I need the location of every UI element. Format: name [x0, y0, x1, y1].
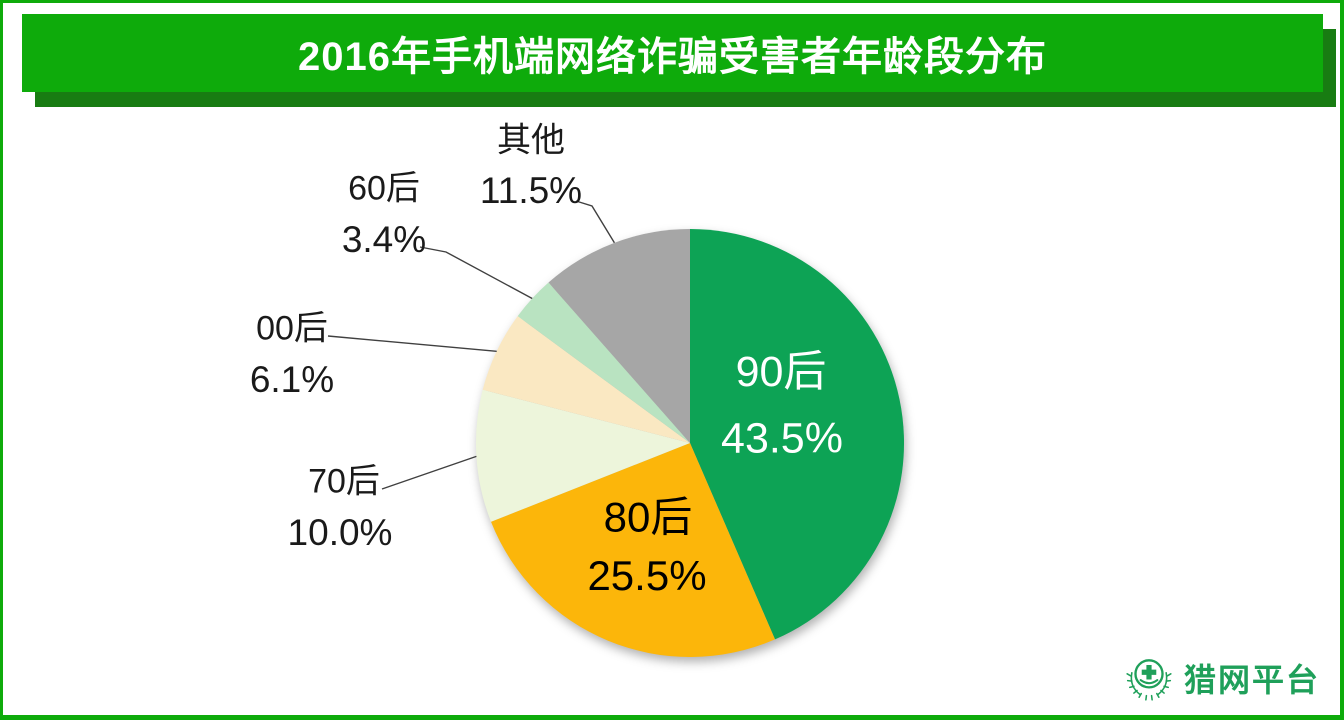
leader-line-post-00s	[327, 335, 497, 352]
slice-value-other: 11.5%	[479, 170, 583, 211]
pie-slice-post-80s	[491, 443, 775, 658]
leader-line-post-60s	[419, 246, 533, 300]
slice-value-post-70s: 10.0%	[287, 512, 393, 553]
slice-label-post-60s: 60后	[348, 169, 420, 208]
pie-slice-post-60s	[517, 282, 690, 443]
brand-logo: 猎网平台	[1120, 652, 1320, 704]
pie-slice-post-90s	[690, 229, 905, 640]
liewang-emblem-icon	[1126, 659, 1172, 701]
leader-line-post-70s	[381, 455, 477, 490]
brand-name: 猎网平台	[1183, 662, 1320, 698]
pie-slice-post-70s	[475, 389, 690, 522]
slice-label-post-90s: 90后	[735, 348, 827, 396]
slice-label-other: 其他	[497, 121, 565, 160]
slice-value-post-90s: 43.5%	[721, 414, 843, 463]
title-banner: 2016年手机端网络诈骗受害者年龄段分布	[22, 14, 1323, 92]
slice-value-post-60s: 3.4%	[341, 219, 427, 260]
slice-value-post-00s: 6.1%	[249, 359, 335, 400]
slice-label-post-70s: 70后	[308, 462, 380, 501]
pie-slice-post-00s	[482, 316, 690, 443]
pie-slices	[475, 229, 905, 658]
slice-label-post-00s: 00后	[256, 309, 328, 348]
leader-line-other	[575, 200, 615, 244]
page-title: 2016年手机端网络诈骗受害者年龄段分布	[298, 35, 1047, 79]
slice-value-post-80s: 25.5%	[587, 552, 707, 599]
slice-label-post-80s: 80后	[603, 493, 693, 541]
leader-lines	[327, 200, 615, 490]
pie-slice-other	[548, 229, 690, 443]
